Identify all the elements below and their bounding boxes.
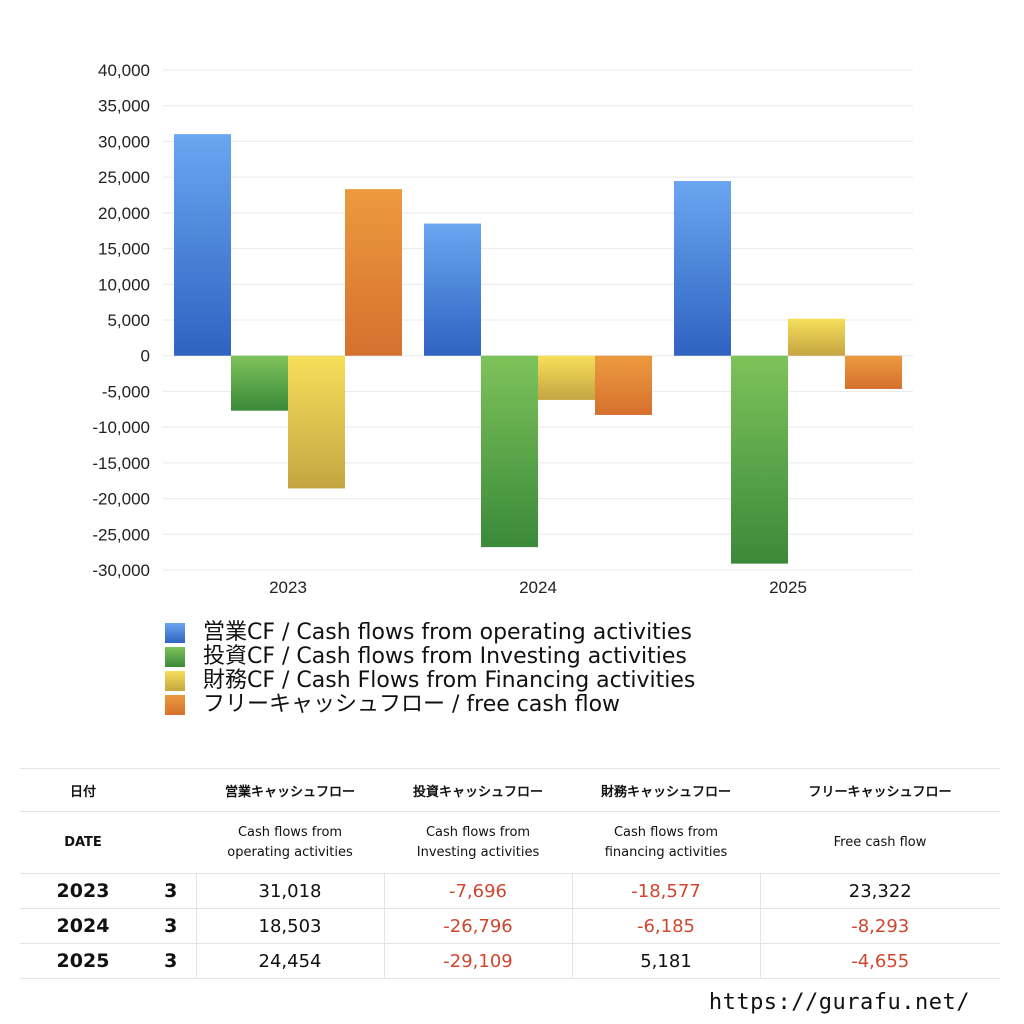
cell-investing: -26,796 [383, 908, 573, 944]
y-axis-ticks: 40,000 35,000 30,000 25,000 20,000 15,000 10,0… [92, 61, 150, 580]
y-tick-label: -10,000 [92, 418, 150, 437]
bar-free-cash-flow-2025[interactable] [845, 355, 902, 389]
header-fcf-jp: フリーキャッシュフロー [760, 768, 1000, 812]
cell-financing: -6,185 [571, 908, 761, 944]
cell-year: 2025 [20, 943, 146, 979]
cell-operating: 18,503 [195, 908, 385, 944]
cell-investing: -29,109 [383, 943, 573, 979]
header-investing-jp: 投資キャッシュフロー [384, 768, 572, 812]
y-tick-label: 30,000 [98, 132, 150, 151]
bar-operating-2025[interactable] [674, 181, 731, 356]
legend-label-investing: 投資CF / Cash flows from Investing activit… [203, 644, 687, 669]
header-month-en [146, 811, 196, 874]
y-tick-label: 20,000 [98, 204, 150, 223]
header-operating-en: Cash flows from operating activities [196, 811, 384, 874]
cell-month: 3 [146, 943, 197, 979]
cell-month: 3 [146, 908, 197, 944]
y-tick-label: -15,000 [92, 454, 150, 473]
x-axis-ticks: 2023 2024 2025 [269, 578, 807, 597]
cell-financing: 5,181 [571, 943, 761, 979]
x-tick-label-2024: 2024 [519, 578, 557, 597]
cash-flow-bar-chart: 40,000 35,000 30,000 25,000 20,000 15,000 10,0… [92, 61, 913, 597]
bar-financing-2025[interactable] [788, 318, 845, 356]
header-financing-jp: 財務キャッシュフロー [572, 768, 760, 812]
header-date-jp: 日付 [20, 768, 146, 812]
table-header-en-row: DATE Cash flows from operating activitie… [20, 811, 1000, 874]
legend-swatch-free-cash-flow [165, 695, 185, 715]
y-tick-label: 40,000 [98, 61, 150, 80]
bar-operating-2023[interactable] [174, 134, 231, 356]
chart-legend: 営業CF / Cash flows from operating activit… [165, 621, 695, 717]
bar-free-cash-flow-2024[interactable] [595, 355, 652, 415]
bar-financing-2023[interactable] [288, 355, 345, 489]
bar-free-cash-flow-2023[interactable] [345, 189, 402, 356]
cash-flow-table: 日付 営業キャッシュフロー 投資キャッシュフロー 財務キャッシュフロー フリーキ… [20, 768, 1000, 979]
site-url[interactable]: https://gurafu.net/ [708, 990, 970, 1015]
cell-operating: 24,454 [195, 943, 385, 979]
table-header-jp-row: 日付 営業キャッシュフロー 投資キャッシュフロー 財務キャッシュフロー フリーキ… [20, 768, 1000, 812]
cell-financing: -18,577 [571, 873, 761, 909]
legend-swatch-financing [165, 671, 185, 691]
legend-swatch-investing [165, 647, 185, 667]
legend-label-free-cash-flow: フリーキャッシュフロー / free cash flow [203, 692, 621, 717]
y-tick-label: 0 [141, 347, 150, 366]
bar-operating-2024[interactable] [424, 223, 481, 356]
cell-operating: 31,018 [195, 873, 385, 909]
y-tick-label: 25,000 [98, 168, 150, 187]
cell-year: 2024 [20, 908, 146, 944]
header-investing-en: Cash flows from Investing activities [384, 811, 572, 874]
bar-investing-2025[interactable] [731, 355, 788, 564]
legend-swatch-operating [165, 623, 185, 643]
cell-investing: -7,696 [383, 873, 573, 909]
y-tick-label: -25,000 [92, 525, 150, 544]
cell-fcf: -4,655 [759, 943, 1000, 979]
legend-label-financing: 財務CF / Cash Flows from Financing activit… [203, 668, 696, 693]
legend-item-operating[interactable]: 営業CF / Cash flows from operating activit… [165, 621, 695, 645]
table-row: 2024 3 18,503 -26,796 -6,185 -8,293 [20, 908, 1000, 944]
cell-month: 3 [146, 873, 197, 909]
cell-year: 2023 [20, 873, 146, 909]
header-financing-en: Cash flows from financing activities [572, 811, 760, 874]
x-tick-label-2023: 2023 [269, 578, 307, 597]
table-row: 2025 3 24,454 -29,109 5,181 -4,655 [20, 943, 1000, 979]
y-tick-label: 35,000 [98, 97, 150, 116]
legend-label-operating: 営業CF / Cash flows from operating activit… [203, 620, 692, 645]
y-tick-label: 10,000 [98, 275, 150, 294]
cell-fcf: 23,322 [759, 873, 1000, 909]
header-date-en: DATE [20, 811, 146, 874]
x-tick-label-2025: 2025 [769, 578, 807, 597]
y-tick-label: -20,000 [92, 490, 150, 509]
table-row: 2023 3 31,018 -7,696 -18,577 23,322 [20, 873, 1000, 909]
header-month-jp [146, 768, 196, 812]
y-tick-label: 5,000 [107, 311, 150, 330]
y-tick-label: 15,000 [98, 240, 150, 259]
header-operating-jp: 営業キャッシュフロー [196, 768, 384, 812]
legend-item-financing[interactable]: 財務CF / Cash Flows from Financing activit… [165, 669, 695, 693]
bar-investing-2024[interactable] [481, 355, 538, 548]
y-tick-label: -5,000 [102, 382, 150, 401]
header-fcf-en: Free cash flow [760, 811, 1000, 874]
cell-fcf: -8,293 [759, 908, 1000, 944]
legend-item-free-cash-flow[interactable]: フリーキャッシュフロー / free cash flow [165, 693, 695, 717]
legend-item-investing[interactable]: 投資CF / Cash flows from Investing activit… [165, 645, 695, 669]
bar-financing-2024[interactable] [538, 355, 595, 400]
y-tick-label: -30,000 [92, 561, 150, 580]
bars [174, 134, 902, 564]
bar-investing-2023[interactable] [231, 355, 288, 411]
